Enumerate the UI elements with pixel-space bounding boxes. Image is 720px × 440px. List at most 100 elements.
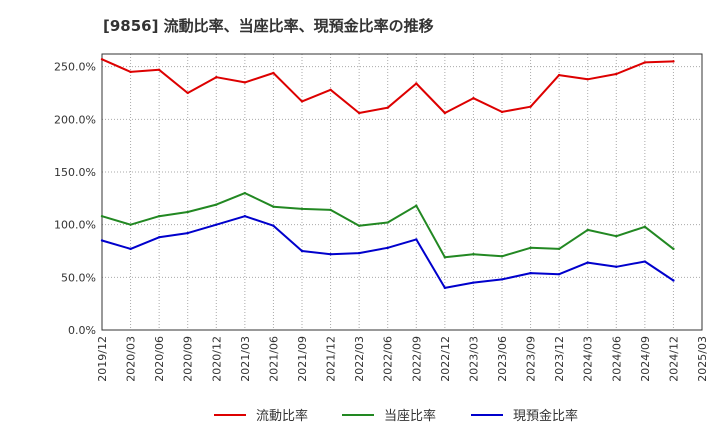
x-tick-label: 2024/03 xyxy=(582,336,595,382)
series-layer xyxy=(100,58,675,290)
data-point xyxy=(529,105,532,108)
data-point xyxy=(529,246,532,250)
data-point xyxy=(500,278,504,281)
data-point xyxy=(100,215,104,218)
data-point xyxy=(186,91,189,95)
data-point xyxy=(329,252,332,256)
data-point xyxy=(300,207,304,211)
legend-label: 現預金比率 xyxy=(513,408,578,424)
data-point xyxy=(357,251,361,255)
data-point xyxy=(129,70,132,74)
data-point xyxy=(129,247,132,251)
x-tick-label: 2024/09 xyxy=(639,336,652,382)
y-tick-label: 50.0% xyxy=(61,271,96,284)
data-point xyxy=(415,204,418,207)
data-point xyxy=(643,260,647,263)
chart-title: [9856] 流動比率、当座比率、現預金比率の推移 xyxy=(103,17,434,35)
y-tick-label: 200.0% xyxy=(54,113,96,126)
legend-label: 当座比率 xyxy=(384,408,436,424)
legend: 流動比率 当座比率 現預金比率 xyxy=(214,408,578,424)
x-tick-label: 2024/06 xyxy=(610,336,623,382)
plot-frame xyxy=(101,53,703,331)
data-point xyxy=(586,261,589,264)
x-tick-label: 2020/12 xyxy=(210,336,223,382)
x-tick-label: 2022/03 xyxy=(353,336,366,382)
y-tick-label: 150.0% xyxy=(54,166,96,179)
y-tick-label: 250.0% xyxy=(54,61,96,74)
data-point xyxy=(357,111,361,115)
data-point xyxy=(329,208,332,212)
data-point xyxy=(586,78,589,81)
data-point xyxy=(243,215,247,218)
data-point xyxy=(500,110,504,114)
data-point xyxy=(243,81,247,84)
data-point xyxy=(186,231,189,235)
data-point xyxy=(100,58,104,61)
data-point xyxy=(215,75,218,79)
data-point xyxy=(215,203,218,206)
x-tick-label: 2021/09 xyxy=(296,336,309,382)
data-point xyxy=(615,72,618,76)
x-tick-label: 2023/12 xyxy=(553,336,566,382)
data-point xyxy=(300,249,304,253)
data-point xyxy=(272,71,275,75)
x-tick-label: 2020/03 xyxy=(125,336,138,382)
data-point xyxy=(243,191,247,195)
data-point xyxy=(415,238,418,241)
data-point xyxy=(672,279,675,282)
data-point xyxy=(157,215,161,218)
data-point xyxy=(186,210,189,214)
data-point xyxy=(472,97,475,100)
data-point xyxy=(386,106,389,109)
data-point xyxy=(215,223,218,226)
y-axis: 0.0% 50.0% 100.0% 150.0% 200.0% 250.0% xyxy=(54,61,96,337)
data-point xyxy=(386,246,389,250)
data-point xyxy=(615,235,618,238)
data-point xyxy=(443,256,447,259)
data-point xyxy=(329,88,332,92)
data-point xyxy=(300,100,304,103)
data-point xyxy=(443,111,447,115)
data-point xyxy=(386,221,389,224)
data-point xyxy=(615,265,618,268)
data-point xyxy=(672,247,675,251)
y-tick-label: 0.0% xyxy=(68,324,96,337)
x-tick-label: 2024/12 xyxy=(667,336,680,382)
x-tick-label: 2025/03 xyxy=(696,336,709,382)
x-tick-label: 2019/12 xyxy=(96,336,109,382)
data-point xyxy=(357,224,361,227)
x-tick-label: 2023/09 xyxy=(525,336,538,382)
data-point xyxy=(129,223,132,226)
data-point xyxy=(472,252,475,256)
data-point xyxy=(643,225,647,228)
data-point xyxy=(557,247,561,251)
x-tick-label: 2021/12 xyxy=(325,336,338,382)
data-point xyxy=(557,73,561,77)
y-tick-label: 100.0% xyxy=(54,219,96,232)
data-point xyxy=(672,60,675,63)
series-line-0 xyxy=(101,58,675,114)
data-point xyxy=(443,286,447,290)
data-point xyxy=(157,236,161,239)
data-point xyxy=(415,82,418,85)
x-axis: 2019/12 2020/03 2020/06 2020/09 2020/12 2021/… xyxy=(96,336,709,382)
data-point xyxy=(272,224,275,227)
x-tick-label: 2020/09 xyxy=(182,336,195,382)
x-tick-label: 2023/06 xyxy=(496,336,509,382)
x-tick-label: 2020/06 xyxy=(153,336,166,382)
data-point xyxy=(472,281,475,284)
data-point xyxy=(157,68,161,72)
data-point xyxy=(100,239,104,242)
x-tick-label: 2022/12 xyxy=(439,336,452,382)
data-point xyxy=(529,271,532,275)
data-point xyxy=(557,272,561,276)
data-point xyxy=(643,61,647,64)
x-tick-label: 2021/06 xyxy=(267,336,280,382)
x-tick-label: 2022/09 xyxy=(410,336,423,382)
data-point xyxy=(586,228,589,232)
x-tick-label: 2023/03 xyxy=(467,336,480,382)
x-tick-label: 2021/03 xyxy=(239,336,252,382)
grid-layer xyxy=(101,54,703,331)
